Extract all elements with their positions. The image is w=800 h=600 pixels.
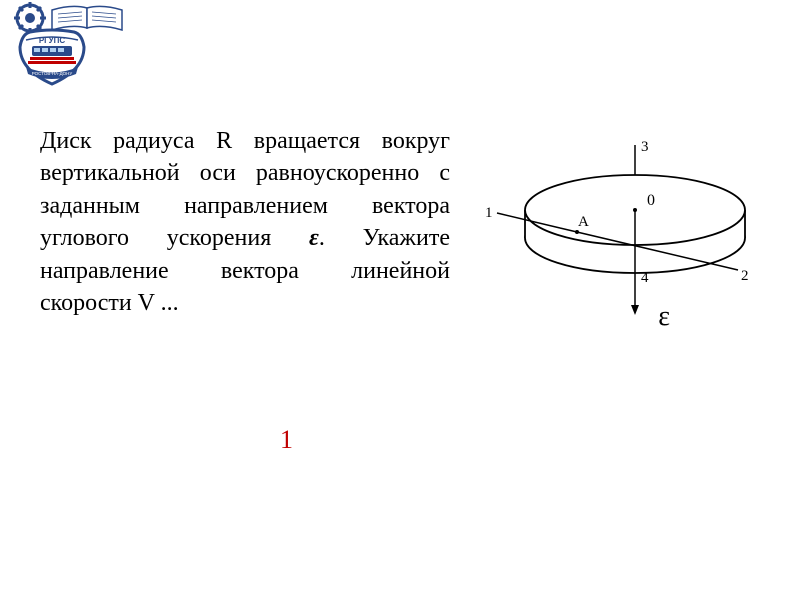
answer-text: 1	[280, 425, 293, 455]
university-logo: РГУПС РОСТОВ-НА-ДОНУ	[12, 2, 124, 87]
logo-svg: РГУПС РОСТОВ-НА-ДОНУ	[12, 2, 124, 87]
label-a: А	[578, 214, 589, 230]
label-3: 3	[641, 139, 649, 155]
arrow-down-icon	[631, 305, 639, 315]
label-2: 2	[741, 268, 749, 284]
epsilon-label: ε	[658, 301, 670, 333]
physics-diagram: 0 А 1 2 3 4	[480, 130, 760, 330]
label-1: 1	[485, 205, 493, 221]
epsilon-symbol: ε	[309, 225, 319, 251]
center-label: 0	[647, 192, 655, 209]
disk-svg: 0 А 1 2 3 4	[480, 130, 760, 330]
shield-emblem: РГУПС РОСТОВ-НА-ДОНУ	[20, 30, 84, 84]
logo-text-top: РГУПС	[39, 36, 66, 45]
point-a	[575, 230, 579, 234]
problem-statement: Диск радиуса R вращается вокруг вертикал…	[40, 125, 450, 319]
book-icon	[52, 6, 122, 30]
logo-text-bottom: РОСТОВ-НА-ДОНУ	[32, 71, 73, 76]
label-4: 4	[641, 270, 649, 286]
